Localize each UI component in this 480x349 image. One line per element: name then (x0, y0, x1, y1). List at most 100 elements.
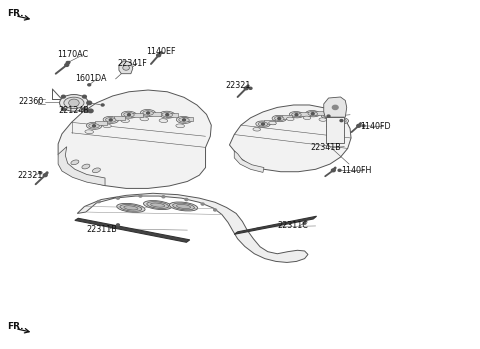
Circle shape (87, 110, 90, 112)
Circle shape (327, 115, 330, 117)
Ellipse shape (82, 164, 90, 169)
Ellipse shape (179, 118, 189, 122)
Ellipse shape (123, 65, 130, 70)
Text: 1601DA: 1601DA (75, 74, 107, 83)
Text: 22341B: 22341B (311, 143, 342, 152)
Ellipse shape (69, 99, 79, 107)
Text: 22321: 22321 (17, 171, 43, 180)
Text: 22321: 22321 (226, 81, 251, 90)
Circle shape (249, 87, 252, 89)
Ellipse shape (124, 206, 138, 210)
Ellipse shape (106, 118, 116, 122)
Ellipse shape (258, 122, 268, 126)
Text: 22311C: 22311C (277, 222, 308, 230)
Ellipse shape (121, 111, 137, 118)
Ellipse shape (322, 113, 336, 119)
Text: 1140FD: 1140FD (360, 122, 391, 131)
Circle shape (362, 125, 365, 127)
Ellipse shape (289, 112, 304, 118)
Circle shape (303, 222, 306, 224)
Ellipse shape (141, 110, 156, 117)
Polygon shape (75, 218, 190, 242)
Text: 1140FH: 1140FH (341, 166, 372, 175)
Ellipse shape (176, 124, 184, 128)
Circle shape (97, 201, 100, 203)
Polygon shape (58, 90, 211, 188)
Polygon shape (329, 113, 340, 118)
Text: 1170AC: 1170AC (57, 50, 88, 59)
Ellipse shape (89, 124, 99, 128)
Polygon shape (166, 113, 178, 118)
Text: 22360: 22360 (18, 97, 43, 106)
Circle shape (65, 64, 69, 66)
Text: 22124B: 22124B (58, 106, 89, 116)
Ellipse shape (147, 202, 168, 208)
Ellipse shape (334, 118, 348, 124)
Polygon shape (181, 117, 193, 121)
Ellipse shape (324, 114, 333, 118)
Circle shape (166, 114, 168, 116)
Circle shape (312, 113, 314, 115)
Ellipse shape (269, 121, 276, 125)
Ellipse shape (319, 118, 326, 121)
Ellipse shape (336, 119, 346, 123)
Ellipse shape (143, 111, 153, 115)
Circle shape (147, 112, 150, 114)
Circle shape (295, 114, 298, 116)
Circle shape (162, 196, 165, 198)
Circle shape (101, 104, 104, 106)
Text: 22341F: 22341F (117, 59, 147, 68)
Ellipse shape (256, 121, 270, 127)
Polygon shape (96, 121, 107, 125)
Ellipse shape (275, 117, 284, 121)
Ellipse shape (140, 117, 149, 121)
Circle shape (88, 109, 93, 113)
Ellipse shape (86, 122, 102, 129)
Circle shape (157, 54, 160, 57)
Circle shape (39, 172, 42, 174)
Circle shape (66, 61, 69, 64)
Ellipse shape (177, 205, 191, 209)
Ellipse shape (308, 112, 318, 116)
Polygon shape (114, 116, 125, 120)
Ellipse shape (303, 116, 311, 120)
Ellipse shape (121, 119, 130, 122)
Circle shape (83, 108, 86, 111)
Polygon shape (132, 113, 143, 117)
Circle shape (117, 197, 120, 199)
Polygon shape (77, 193, 308, 262)
Polygon shape (58, 147, 105, 186)
Ellipse shape (160, 111, 175, 118)
Ellipse shape (173, 203, 194, 210)
Circle shape (331, 169, 335, 172)
Polygon shape (234, 216, 317, 234)
Text: 1140EF: 1140EF (146, 47, 175, 55)
Ellipse shape (93, 168, 100, 173)
Circle shape (109, 119, 112, 121)
Circle shape (332, 105, 338, 110)
Polygon shape (282, 115, 292, 119)
Ellipse shape (159, 119, 168, 122)
Ellipse shape (103, 124, 111, 128)
Ellipse shape (117, 203, 145, 212)
Polygon shape (324, 97, 347, 117)
Ellipse shape (287, 117, 294, 121)
Circle shape (61, 95, 65, 98)
Ellipse shape (292, 113, 301, 117)
Polygon shape (315, 111, 325, 115)
Text: FR.: FR. (7, 9, 24, 18)
Polygon shape (234, 151, 264, 172)
Ellipse shape (124, 112, 134, 117)
Polygon shape (264, 120, 275, 124)
Ellipse shape (64, 97, 84, 109)
Polygon shape (119, 61, 133, 74)
Circle shape (128, 114, 131, 116)
Circle shape (117, 224, 120, 226)
Circle shape (185, 199, 188, 201)
Circle shape (214, 209, 216, 211)
Ellipse shape (272, 116, 287, 122)
Ellipse shape (176, 117, 192, 124)
Ellipse shape (151, 203, 165, 207)
Circle shape (93, 125, 96, 127)
Ellipse shape (85, 130, 94, 134)
